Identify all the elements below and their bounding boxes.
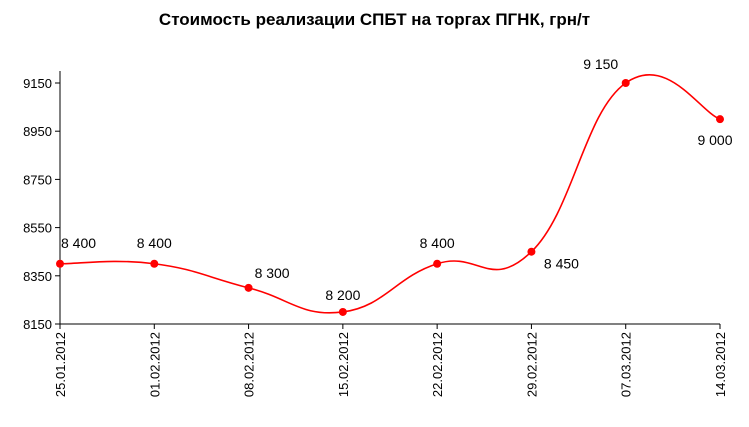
data-point xyxy=(56,259,64,268)
y-tick-label: 8550 xyxy=(23,221,52,236)
data-label: 8 400 xyxy=(420,235,455,251)
x-tick-label: 07.03.2012 xyxy=(619,332,634,397)
series-line xyxy=(59,74,721,314)
x-tick-label: 22.02.2012 xyxy=(430,332,445,397)
data-point xyxy=(621,79,630,87)
x-tick-labels: 25.01.2012 01.02.2012 08.02.2012 15.02.2012… xyxy=(53,332,728,397)
axes xyxy=(55,71,721,329)
data-label: 8 450 xyxy=(544,256,579,272)
x-tick-label: 08.02.2012 xyxy=(242,332,257,397)
y-tick-label: 8950 xyxy=(23,124,52,139)
y-tick-label: 9150 xyxy=(23,76,52,91)
x-tick-label: 14.03.2012 xyxy=(713,332,728,397)
data-label: 8 200 xyxy=(325,287,360,303)
data-label: 8 400 xyxy=(137,235,172,251)
data-label: 9 150 xyxy=(583,56,618,72)
x-tick-label: 29.02.2012 xyxy=(524,332,539,397)
data-point xyxy=(433,259,442,268)
data-label: 8 400 xyxy=(61,235,96,251)
data-point xyxy=(150,259,159,268)
data-point xyxy=(338,307,347,316)
data-point xyxy=(527,247,536,256)
data-label: 9 000 xyxy=(697,132,732,148)
x-tick-label: 01.02.2012 xyxy=(147,332,162,397)
y-tick-labels: 8150 8350 8550 8750 8950 9150 xyxy=(23,76,52,332)
chart-title: Стоимость реализации СПБТ на торгах ПГНК… xyxy=(158,10,591,29)
x-tick-label: 25.01.2012 xyxy=(53,332,68,397)
data-point xyxy=(244,283,253,292)
data-point xyxy=(716,115,724,124)
x-tick-label: 15.02.2012 xyxy=(336,332,351,397)
y-tick-label: 8350 xyxy=(23,269,52,284)
data-points xyxy=(56,79,724,316)
y-tick-label: 8150 xyxy=(23,317,52,332)
data-label: 8 300 xyxy=(255,265,290,281)
y-tick-label: 8750 xyxy=(23,172,52,187)
data-labels: 8 400 8 400 8 300 8 200 8 400 8 450 9 150 9 000 xyxy=(61,56,733,303)
